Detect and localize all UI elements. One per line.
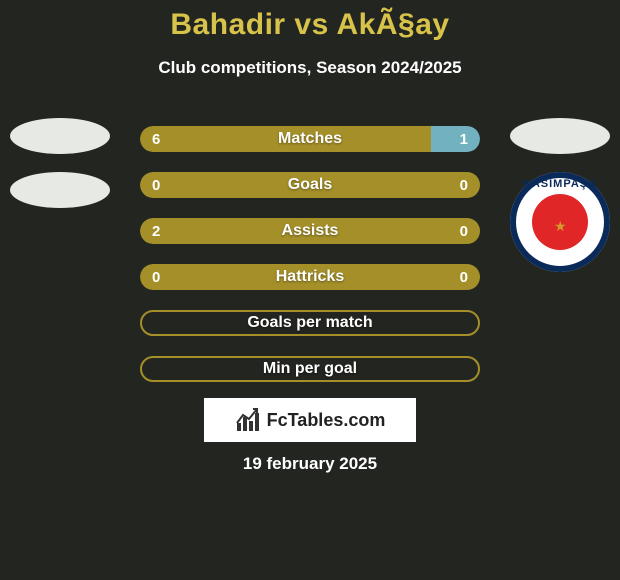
club-badge-kasimpasa: KASIMPAŞA ★ [510, 172, 610, 272]
stat-bars: 61Matches 00Goals 20Assists 00Hattricks Goal… [140, 126, 480, 402]
fctables-watermark: FcTables.com [204, 398, 416, 442]
stat-label: Min per goal [142, 358, 478, 380]
stat-row: 00Goals [140, 172, 480, 198]
chart-icon [235, 409, 261, 431]
star-icon: ★ [554, 218, 567, 235]
right-player-badges: KASIMPAŞA ★ [510, 118, 610, 272]
club-badge-placeholder [10, 172, 110, 208]
date-label: 19 february 2025 [0, 454, 620, 474]
club-badge-placeholder [510, 118, 610, 154]
stat-label: Goals per match [142, 312, 478, 334]
stat-row: 61Matches [140, 126, 480, 152]
stat-row: Min per goal [140, 356, 480, 382]
fctables-label: FcTables.com [267, 410, 386, 431]
comparison-subtitle: Club competitions, Season 2024/2025 [0, 58, 620, 78]
badge-arc-text: KASIMPAŞA [510, 178, 610, 190]
stat-row: 20Assists [140, 218, 480, 244]
comparison-title: Bahadir vs AkÃ§ay [0, 0, 620, 42]
stat-row: Goals per match [140, 310, 480, 336]
comparison-infographic: Bahadir vs AkÃ§ay Club competitions, Sea… [0, 0, 620, 580]
left-player-badges [10, 118, 110, 226]
stat-row: 00Hattricks [140, 264, 480, 290]
club-badge-placeholder [10, 118, 110, 154]
